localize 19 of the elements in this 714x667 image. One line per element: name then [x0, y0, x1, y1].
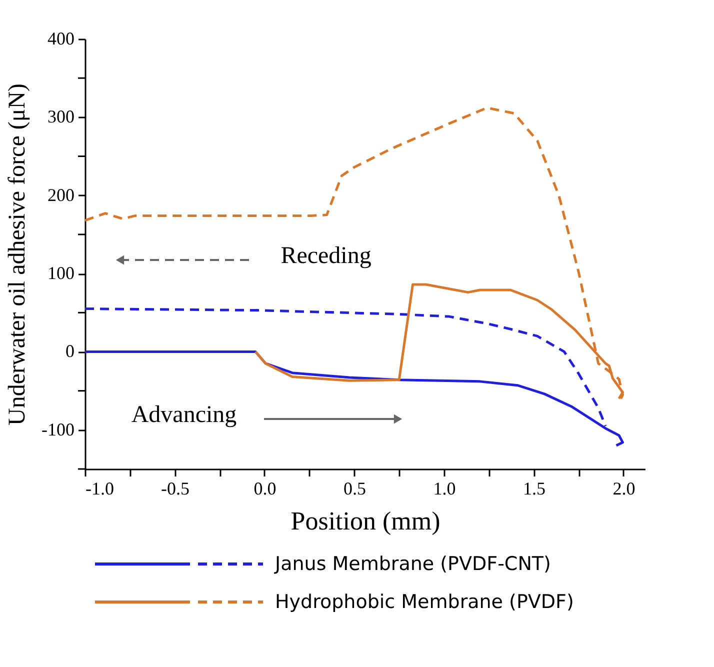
- x-tick-label: 0.0: [254, 478, 276, 498]
- legend-label: Janus Membrane (PVDF-CNT): [274, 553, 551, 575]
- x-tick-label: -1.0: [86, 478, 114, 498]
- y-tick-label: 400: [48, 28, 74, 48]
- y-tick-label: 100: [48, 263, 74, 284]
- y-tick-label: 300: [48, 106, 74, 127]
- annotation: Receding: [280, 243, 372, 269]
- x-axis-title: Position (mm): [290, 506, 440, 536]
- y-axis-title: Underwater oil adhesive force (μN): [4, 83, 31, 426]
- annotation: Advancing: [131, 402, 237, 428]
- y-tick-label: -100: [42, 419, 74, 440]
- x-tick-label: 1.5: [522, 478, 546, 498]
- legend-label: Hydrophobic Membrane (PVDF): [275, 591, 574, 613]
- x-tick-label: -0.5: [160, 478, 190, 498]
- x-tick-label: 0.5: [343, 478, 366, 498]
- y-tick-label: 0: [66, 341, 74, 362]
- y-tick-label: 200: [48, 184, 74, 205]
- x-tick-label: 2.0: [612, 478, 636, 498]
- x-tick-label: 1.0: [433, 478, 456, 498]
